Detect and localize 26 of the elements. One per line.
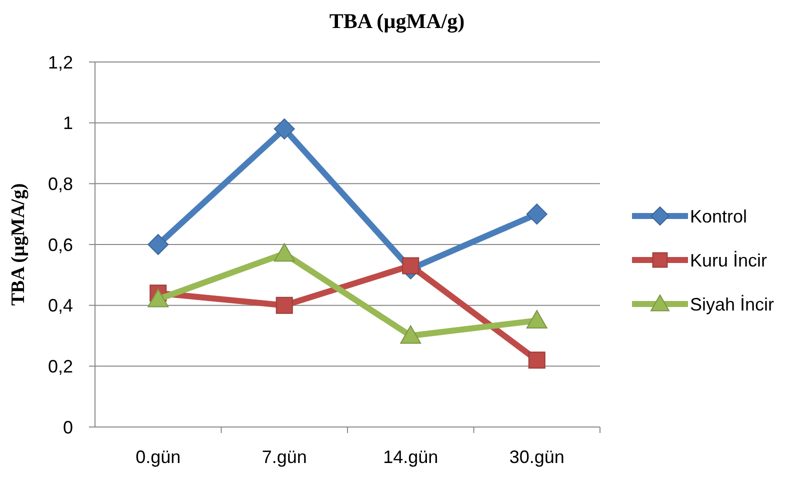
x-tick-label: 0.gün: [136, 447, 181, 467]
legend-label: Siyah İncir: [690, 294, 774, 314]
point: [274, 243, 295, 262]
point: [274, 118, 295, 140]
y-axis-title: TBA (µgMA/g): [8, 183, 29, 306]
y-tick-label: 1,2: [48, 52, 73, 72]
point: [526, 310, 548, 329]
y-tick-label: 0,2: [48, 356, 73, 376]
point: [528, 352, 546, 369]
legend-label: Kontrol: [690, 206, 748, 226]
point: [526, 204, 548, 225]
y-tick-label: 0: [62, 417, 73, 438]
y-tick-label: 0,4: [48, 296, 73, 316]
chart-title: TBA (µgMA/g): [329, 9, 465, 33]
legend-label: Kuru İncir: [690, 250, 768, 270]
point: [148, 288, 169, 308]
y-tick-label: 0,8: [48, 174, 73, 194]
y-tick-label: 1: [62, 113, 73, 134]
x-tick-label: 14.gün: [383, 447, 438, 467]
point: [276, 296, 293, 314]
x-tick-label: 30.gün: [509, 447, 564, 467]
point: [402, 257, 420, 274]
x-tick-label: 7.gün: [262, 447, 307, 467]
point: [148, 234, 169, 255]
y-tick-label: 0,6: [48, 234, 73, 255]
point: [400, 325, 422, 344]
